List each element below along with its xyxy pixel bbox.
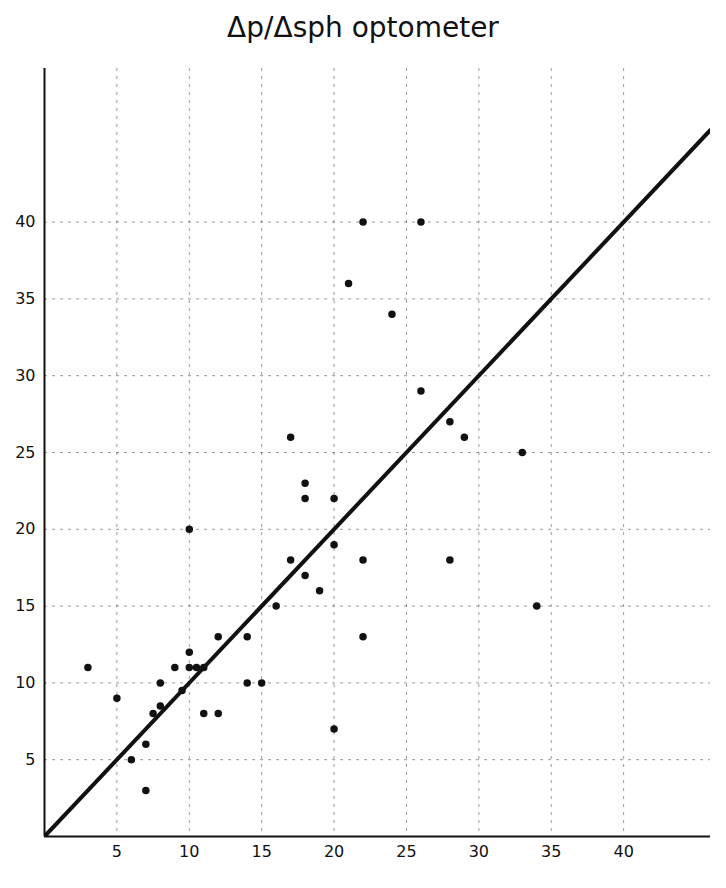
svg-text:30: 30: [469, 842, 489, 861]
svg-text:40: 40: [613, 842, 633, 861]
svg-text:10: 10: [15, 673, 35, 692]
svg-text:30: 30: [15, 366, 35, 385]
svg-text:20: 20: [324, 842, 344, 861]
svg-text:35: 35: [541, 842, 561, 861]
svg-text:5: 5: [25, 750, 35, 769]
svg-text:20: 20: [15, 519, 35, 538]
svg-text:5: 5: [112, 842, 122, 861]
svg-text:10: 10: [179, 842, 199, 861]
svg-text:40: 40: [15, 212, 35, 231]
html-text:Δp/Δsph optometer: Δp/Δsph optometer: [227, 11, 499, 44]
svg-text:15: 15: [15, 596, 35, 615]
svg-text:25: 25: [396, 842, 416, 861]
svg-text:25: 25: [15, 443, 35, 462]
svg-text:15: 15: [251, 842, 271, 861]
svg-text:35: 35: [15, 289, 35, 308]
